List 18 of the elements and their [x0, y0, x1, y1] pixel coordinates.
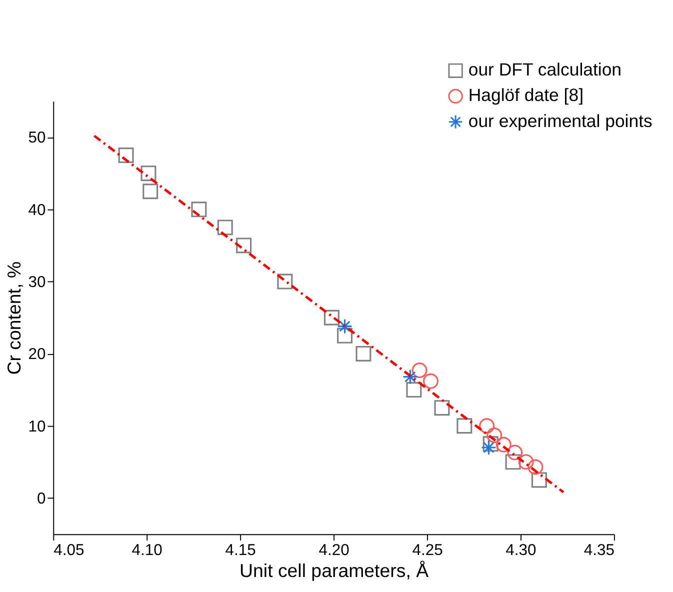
x-tick-label: 4.05: [54, 542, 84, 560]
x-tick-label: 4.25: [412, 542, 444, 560]
y-tick-label: 30: [28, 274, 46, 291]
y-tick-label: 20: [28, 346, 46, 364]
x-tick-label: 4.35: [584, 542, 615, 560]
legend-label: our DFT calculation: [468, 60, 622, 80]
x-tick-label: 4.20: [318, 542, 350, 560]
legend-label: Haglöf date [8]: [468, 85, 584, 106]
x-tick-label: 4.30: [506, 542, 537, 560]
y-tick-label: 0: [36, 490, 46, 508]
x-tick-label: 4.10: [132, 542, 163, 560]
y-axis-title: Cr content, %: [3, 262, 24, 375]
legend-label: our experimental points: [468, 110, 653, 131]
y-tick-label: 10: [28, 418, 46, 436]
x-tick-label: 4.15: [225, 542, 256, 560]
y-tick-label: 40: [28, 202, 46, 219]
x-axis-title: Unit cell parameters, Å: [240, 560, 430, 581]
y-tick-label: 50: [28, 130, 46, 147]
